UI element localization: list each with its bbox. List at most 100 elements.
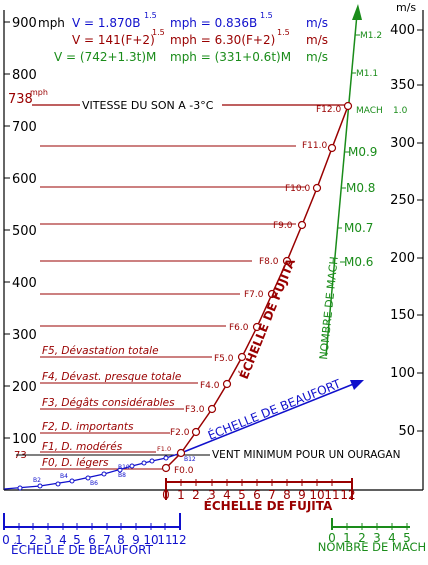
mach-scale-tick: 1 [343, 531, 351, 545]
fujita-description: F1, D. modérés [42, 441, 123, 453]
fujita-point-label: F8.0 [259, 257, 279, 267]
fujita-scale-tick: 1 [177, 488, 185, 502]
formula-red-v: V = 141(F+2) [72, 33, 155, 47]
formula-green-mph: mph = (331+0.6t)M [170, 50, 291, 64]
beaufort-scale-tick: 6 [88, 533, 96, 547]
left-tick-label: 400 [12, 276, 37, 291]
fujita-description-lines [40, 356, 212, 470]
formula-blue-mph-exp: 1.5 [260, 11, 273, 20]
left-tick-label: 800 [12, 68, 37, 83]
formula-blue-v: V = 1.870B [72, 16, 140, 30]
formula-green-unit: m/s [306, 50, 328, 64]
beaufort-scale-tick: 3 [44, 533, 52, 547]
fujita-point-label: F5.0 [214, 354, 234, 364]
formula-blue-v-exp: 1.5 [144, 11, 157, 20]
mach-scale-tick: 5 [403, 531, 411, 545]
mach-point-label: M1.2 [360, 31, 382, 41]
fujita-scale-tick: 10 [309, 488, 324, 502]
beaufort-scale-tick: 4 [59, 533, 67, 547]
left-tick-label: 200 [12, 380, 37, 395]
mach-scale-tick: 2 [358, 531, 366, 545]
fujita-diagonal-title: ÉCHELLE DE FUJITA [236, 256, 298, 382]
fujita-scale-title: ÉCHELLE DE FUJITA [204, 498, 333, 513]
mach-ticks [337, 34, 360, 263]
sound-value-label: 738 [8, 92, 33, 107]
fujita-scale-tick: 3 [208, 488, 216, 502]
fujita-description: F5, Dévastation totale [42, 345, 159, 357]
fujita-scale-tick: 0 [162, 488, 170, 502]
left-axis-unit: mph [38, 16, 65, 30]
hurricane-label: VENT MINIMUM POUR UN OURAGAN [212, 449, 400, 461]
beaufort-point-label: B2 [33, 477, 41, 484]
beaufort-scale [3, 513, 181, 530]
fujita-scale-tick: 7 [268, 488, 276, 502]
right-tick-label: 350 [390, 78, 415, 93]
right-tick-label: 150 [390, 308, 415, 323]
fujita-scale-tick: 11 [324, 488, 339, 502]
mach-scale [331, 518, 410, 530]
mach-label: MACH [356, 106, 383, 116]
fujita-level-lines [40, 145, 306, 327]
left-tick-label: 100 [12, 432, 37, 447]
formula-blue-mph: mph = 0.836B [170, 16, 257, 30]
fujita-description: F2, D. importants [42, 421, 134, 433]
mach-diagonal-title: NOMBRE DE MACH [317, 256, 341, 361]
fujita-scale-tick: 5 [238, 488, 246, 502]
fujita-point-label: F10.0 [285, 184, 310, 194]
mach-point-label: M0.7 [344, 221, 373, 235]
fujita-points [161, 101, 353, 473]
fujita-point-label: F1.0 [157, 445, 171, 453]
fujita-point-label: F7.0 [244, 290, 264, 300]
beaufort-arrow-head [350, 380, 364, 390]
formula-blue-unit: m/s [306, 16, 328, 30]
beaufort-point-label: B6 [90, 480, 98, 487]
right-axis-ticks [417, 29, 423, 432]
beaufort-scale-tick: 1 [15, 533, 23, 547]
right-tick-label: 200 [390, 251, 415, 266]
fujita-scale-tick: 9 [298, 488, 306, 502]
left-tick-label: 900 [12, 16, 37, 31]
beaufort-scale-title: ÉCHELLE DE BEAUFORT [11, 542, 154, 557]
left-tick-label: 700 [12, 120, 37, 135]
fujita-description: F0, D. légers [42, 457, 109, 469]
left-tick-label: 500 [12, 224, 37, 239]
mach-point-label: M1.1 [356, 69, 378, 79]
mach-scale-tick: 4 [388, 531, 396, 545]
formula-green-v: V = (742+1.3t)M [54, 50, 156, 64]
right-tick-label: 100 [390, 366, 415, 381]
right-tick-label: 400 [390, 23, 415, 38]
beaufort-scale-tick: 8 [117, 533, 125, 547]
fujita-scale-tick: 6 [253, 488, 261, 502]
beaufort-arrow-line [180, 382, 357, 454]
left-axis-ticks [4, 21, 10, 439]
fujita-point-label: F0.0 [174, 466, 194, 476]
formula-red-unit: m/s [306, 33, 328, 47]
fujita-point-label: F4.0 [200, 381, 220, 391]
beaufort-scale-tick: 10 [143, 533, 158, 547]
fujita-point-label: F12.0 [316, 105, 341, 115]
beaufort-scale-tick: 11 [157, 533, 172, 547]
mach-point-label: M0.9 [348, 145, 377, 159]
beaufort-scale-tick: 12 [171, 533, 186, 547]
fujita-scale-tick: 2 [192, 488, 200, 502]
left-tick-label: 300 [12, 328, 37, 343]
beaufort-points [17, 455, 169, 491]
formula-red-v-exp: 1.5 [152, 28, 165, 37]
beaufort-point-label: B4 [60, 473, 68, 480]
right-tick-label: 50 [398, 424, 415, 439]
sound-value-unit: mph [30, 88, 48, 97]
fujita-point-label: F9.0 [273, 221, 293, 231]
fujita-point-label: F2.0 [170, 428, 190, 438]
fujita-scale-tick: 12 [340, 488, 355, 502]
sound-speed-label: VITESSE DU SON A -3°C [82, 99, 214, 112]
beaufort-point-label: B12 [184, 456, 196, 463]
right-axis-unit: m/s [396, 1, 416, 14]
mach-point-label: M0.8 [346, 181, 375, 195]
right-tick-label: 250 [390, 193, 415, 208]
fujita-point-label: F11.0 [302, 141, 327, 151]
beaufort-point-label: B10 [118, 464, 130, 471]
fujita-description: F4, Dévast. presque totale [42, 371, 181, 383]
mach-value: 1.0 [393, 106, 408, 116]
beaufort-scale-tick: 9 [132, 533, 140, 547]
